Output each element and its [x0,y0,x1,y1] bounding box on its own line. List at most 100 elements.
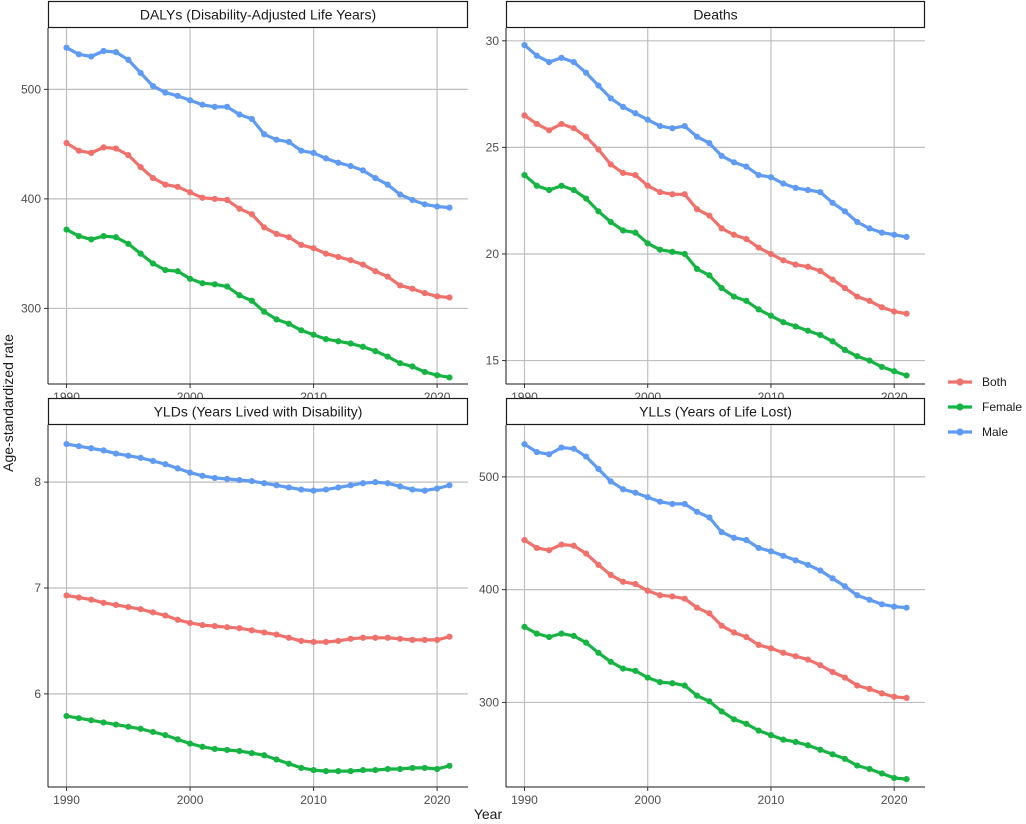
panel-title: DALYs (Disability-Adjusted Life Years) [140,7,376,23]
data-point-male [854,592,861,599]
data-point-female [866,357,873,364]
data-point-both [224,624,231,631]
data-point-male [570,445,577,452]
data-point-both [434,293,441,300]
series-line-male [64,442,452,493]
data-point-female [570,632,577,639]
data-point-both [891,308,898,315]
data-point-female [743,720,750,727]
data-point-both [595,561,602,568]
data-point-male [335,484,342,491]
data-point-female [384,353,391,360]
data-point-both [767,250,775,258]
data-point-female [804,327,812,334]
data-point-male [372,479,379,486]
x-tick-label: 2010 [758,793,785,807]
data-point-female [137,725,144,732]
data-point-male [236,111,243,118]
data-point-both [718,622,725,629]
y-tick-label: 8 [34,475,41,489]
data-point-female [396,765,404,773]
data-point-female [558,630,565,637]
data-point-both [112,145,120,152]
data-point-male [767,548,775,555]
data-point-male [137,69,144,77]
data-point-male [891,603,898,610]
data-point-male [162,461,169,468]
data-point-male [681,500,688,508]
data-point-both [421,636,428,643]
data-point-both [706,212,713,219]
data-point-female [891,368,898,375]
data-point-both [88,149,95,156]
data-point-both [570,542,577,549]
panel-strip [505,397,926,426]
data-point-both [903,310,910,317]
data-point-female [384,765,391,773]
data-point-male [891,231,898,238]
data-point-male [669,125,676,132]
data-point-female [446,762,453,769]
data-point-both [446,633,453,640]
data-point-female [656,679,664,686]
data-point-female [792,738,799,745]
data-point-female [681,682,688,689]
data-point-both [681,595,688,602]
data-point-male [347,482,354,489]
data-point-female [75,715,82,722]
data-point-male [570,59,577,66]
data-point-male [521,41,528,49]
data-point-female [211,281,218,288]
data-point-both [298,637,305,645]
data-point-male [595,82,602,89]
series-male [521,441,910,611]
data-point-female [186,275,194,282]
data-point-female [322,335,330,343]
data-point-both [248,211,255,218]
data-point-both [137,164,144,171]
data-point-both [261,629,268,636]
data-point-male [533,52,540,59]
data-point-both [149,174,157,182]
data-point-female [767,732,775,739]
data-point-male [841,583,848,590]
data-point-female [533,630,540,637]
data-point-male [743,536,750,544]
y-tick-label: 500 [479,470,499,484]
y-tick-label: 15 [486,354,500,368]
data-point-both [693,604,701,611]
data-point-male [644,494,651,501]
data-point-male [285,484,292,491]
data-point-male [322,155,330,162]
data-point-female [841,755,848,762]
data-point-male [347,162,354,170]
data-point-female [174,736,181,743]
data-point-both [100,599,107,606]
data-point-male [384,480,391,487]
data-point-both [619,169,627,177]
data-point-male [112,450,120,457]
data-point-male [261,480,268,487]
data-point-both [841,674,848,681]
data-point-both [322,638,330,646]
data-point-female [359,766,367,774]
data-point-female [125,723,132,730]
data-point-both [261,224,268,231]
data-point-both [780,257,787,264]
data-point-male [656,122,664,130]
data-point-both [533,120,540,128]
data-point-male [681,122,688,130]
data-point-both [841,284,848,292]
series-both [63,592,453,646]
data-point-male [446,482,453,489]
data-point-male [446,204,453,211]
data-point-male [273,482,280,489]
data-point-male [384,181,391,188]
data-point-male [310,149,317,156]
data-point-both [273,230,280,238]
data-point-both [384,273,391,280]
data-point-both [359,261,367,268]
data-point-female [261,752,268,759]
data-point-female [149,260,157,267]
panel-strip [47,397,469,426]
